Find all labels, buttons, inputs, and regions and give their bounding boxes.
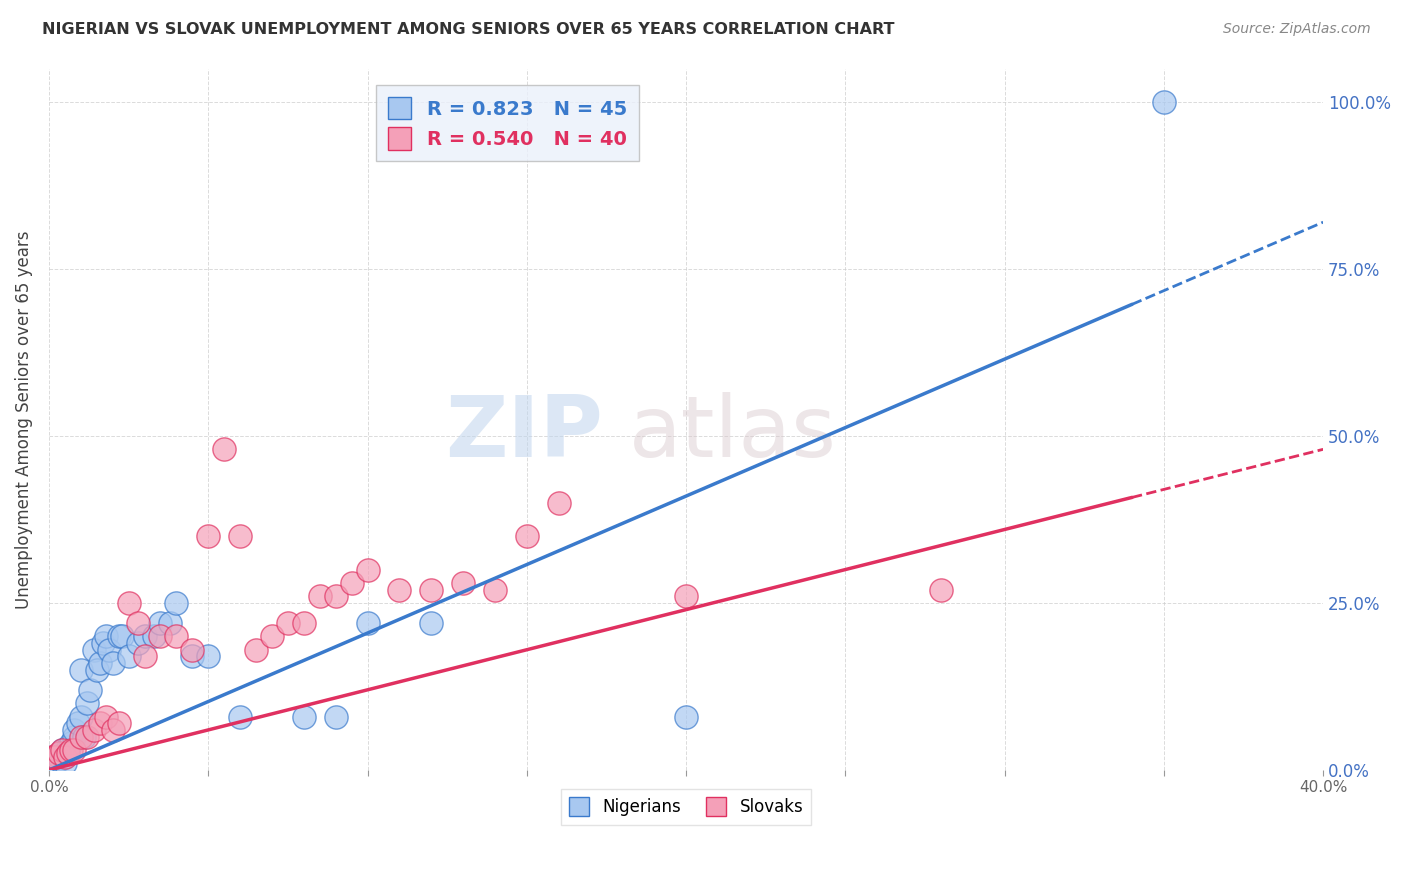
- Text: Source: ZipAtlas.com: Source: ZipAtlas.com: [1223, 22, 1371, 37]
- Point: [181, 642, 204, 657]
- Point: [86, 663, 108, 677]
- Point: [48, 753, 70, 767]
- Point: [420, 582, 443, 597]
- Point: [134, 649, 156, 664]
- Point: [56, 743, 79, 757]
- Point: [229, 709, 252, 723]
- Point: [96, 709, 118, 723]
- Point: [53, 749, 76, 764]
- Point: [212, 442, 235, 457]
- Point: [675, 589, 697, 603]
- Point: [547, 496, 569, 510]
- Point: [420, 615, 443, 630]
- Point: [51, 747, 73, 761]
- Point: [356, 615, 378, 630]
- Point: [53, 749, 76, 764]
- Point: [308, 589, 330, 603]
- Point: [165, 596, 187, 610]
- Point: [63, 743, 86, 757]
- Point: [159, 615, 181, 630]
- Point: [108, 629, 131, 643]
- Point: [149, 629, 172, 643]
- Point: [356, 563, 378, 577]
- Point: [79, 682, 101, 697]
- Point: [44, 749, 66, 764]
- Point: [101, 723, 124, 737]
- Point: [44, 756, 66, 771]
- Point: [96, 629, 118, 643]
- Point: [76, 730, 98, 744]
- Point: [69, 730, 91, 744]
- Point: [117, 596, 139, 610]
- Point: [83, 723, 105, 737]
- Point: [149, 615, 172, 630]
- Point: [63, 723, 86, 737]
- Point: [325, 709, 347, 723]
- Point: [101, 656, 124, 670]
- Point: [277, 615, 299, 630]
- Text: NIGERIAN VS SLOVAK UNEMPLOYMENT AMONG SENIORS OVER 65 YEARS CORRELATION CHART: NIGERIAN VS SLOVAK UNEMPLOYMENT AMONG SE…: [42, 22, 894, 37]
- Point: [69, 709, 91, 723]
- Point: [484, 582, 506, 597]
- Point: [388, 582, 411, 597]
- Point: [48, 747, 70, 761]
- Point: [73, 730, 96, 744]
- Point: [51, 743, 73, 757]
- Point: [181, 649, 204, 664]
- Point: [134, 629, 156, 643]
- Point: [292, 615, 315, 630]
- Point: [516, 529, 538, 543]
- Point: [63, 730, 86, 744]
- Point: [51, 743, 73, 757]
- Point: [56, 739, 79, 754]
- Point: [127, 615, 149, 630]
- Point: [229, 529, 252, 543]
- Point: [929, 582, 952, 597]
- Point: [165, 629, 187, 643]
- Point: [48, 749, 70, 764]
- Point: [127, 636, 149, 650]
- Point: [143, 629, 166, 643]
- Point: [91, 636, 114, 650]
- Text: atlas: atlas: [628, 392, 837, 475]
- Legend: Nigerians, Slovaks: Nigerians, Slovaks: [561, 789, 811, 825]
- Point: [1153, 95, 1175, 109]
- Point: [197, 529, 219, 543]
- Point: [66, 716, 89, 731]
- Point: [60, 743, 83, 757]
- Point: [111, 629, 134, 643]
- Y-axis label: Unemployment Among Seniors over 65 years: Unemployment Among Seniors over 65 years: [15, 230, 32, 608]
- Point: [53, 747, 76, 761]
- Point: [260, 629, 283, 643]
- Point: [451, 576, 474, 591]
- Point: [56, 747, 79, 761]
- Point: [83, 642, 105, 657]
- Point: [108, 716, 131, 731]
- Point: [292, 709, 315, 723]
- Point: [89, 716, 111, 731]
- Point: [197, 649, 219, 664]
- Text: ZIP: ZIP: [446, 392, 603, 475]
- Point: [340, 576, 363, 591]
- Point: [675, 709, 697, 723]
- Point: [76, 696, 98, 710]
- Point: [41, 749, 63, 764]
- Point: [98, 642, 121, 657]
- Point: [325, 589, 347, 603]
- Point: [69, 663, 91, 677]
- Point: [89, 656, 111, 670]
- Point: [60, 736, 83, 750]
- Point: [53, 756, 76, 771]
- Point: [41, 749, 63, 764]
- Point: [117, 649, 139, 664]
- Point: [245, 642, 267, 657]
